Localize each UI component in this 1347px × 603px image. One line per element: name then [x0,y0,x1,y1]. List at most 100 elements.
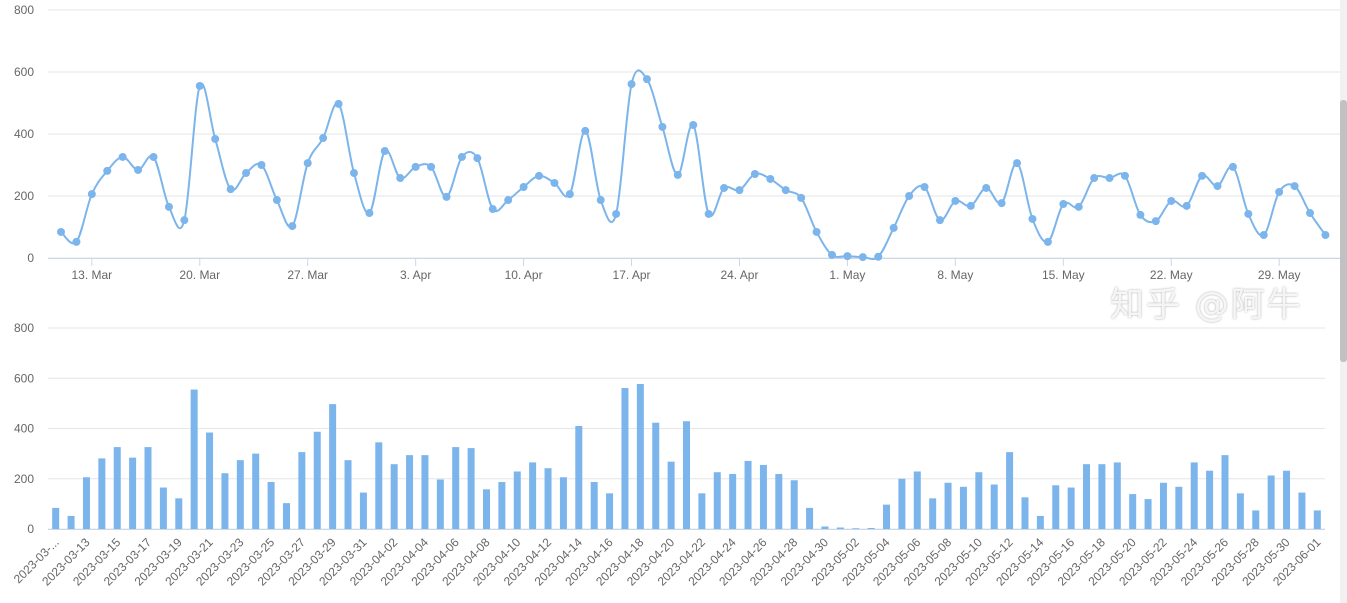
data-point [195,81,204,90]
bar [759,464,767,529]
bar [406,455,414,529]
bar [652,422,660,529]
data-point [673,170,682,179]
data-point [1290,182,1299,191]
data-point [889,223,898,232]
data-point [951,196,960,205]
data-point [303,159,312,168]
bar [221,473,229,529]
bar [883,504,891,529]
bar [1006,452,1014,529]
x-tick-label: 29. May [1258,268,1301,282]
data-point [781,186,790,195]
bar [544,468,552,529]
bar [944,482,952,529]
bar [1113,462,1121,529]
x-tick-label: 8. May [937,268,973,282]
data-point [473,154,482,163]
data-point [226,185,235,194]
data-point [627,80,636,89]
data-point [1120,171,1129,180]
bar [606,493,614,529]
data-point [812,227,821,236]
bar [775,473,783,529]
data-point [750,169,759,178]
bar [959,486,967,529]
bar [990,484,998,529]
bar [1052,485,1060,529]
data-point [72,237,81,246]
bar [390,464,398,529]
data-point [242,169,251,178]
bar [175,498,183,529]
data-point [642,75,651,84]
bar [267,482,275,529]
bar [852,528,860,529]
bar [129,457,137,529]
data-point [535,171,544,180]
y-tick-label: 800 [14,3,34,17]
data-point [550,178,559,187]
x-tick-label: 27. Mar [287,268,328,282]
bar [1221,455,1229,529]
y-tick-label: 800 [14,321,34,335]
bar [513,471,521,529]
data-point [766,174,775,183]
x-tick-label: 15. May [1042,268,1085,282]
data-point [87,190,96,199]
bar [159,487,167,529]
watermark: 知乎 @阿牛 [1110,285,1303,325]
bar [421,455,429,529]
bar [1159,482,1167,529]
x-tick-label: 3. Apr [400,268,431,282]
bar [698,493,706,529]
data-point [365,209,374,218]
bar [806,507,814,529]
data-point [1013,159,1022,168]
data-point [612,209,621,218]
bar [359,492,367,529]
scrollbar-thumb[interactable] [1340,100,1347,362]
bar [252,453,260,529]
data-point [442,192,451,201]
data-point [905,192,914,200]
x-tick-label: 1. May [829,268,865,282]
bar [529,462,537,529]
bar [82,477,90,529]
data-point [118,152,127,161]
data-point [411,162,420,171]
data-point [843,252,852,261]
bar [1267,475,1275,529]
bar [467,448,475,529]
bar [113,447,121,529]
bar [744,460,752,529]
data-point [596,196,605,205]
bar [559,477,567,529]
y-tick-label: 0 [27,522,34,536]
data-point [380,147,389,156]
x-tick-label: 13. Mar [71,268,112,282]
data-point [658,122,667,131]
data-point [1028,214,1037,223]
scrollbar[interactable] [1340,0,1347,603]
data-point [134,165,143,174]
bar [621,388,629,529]
data-point [519,183,528,192]
bar [683,421,690,529]
bar [590,482,598,529]
bar [313,431,321,529]
bar [1144,499,1152,529]
data-point [982,183,991,192]
data-point [920,183,929,192]
bar [67,515,75,529]
y-tick-label: 0 [27,251,34,265]
bar [1283,470,1291,529]
data-point [581,126,590,135]
x-tick-label: 24. Apr [720,268,758,282]
data-point [1198,171,1207,180]
bar [713,472,721,529]
bar [898,478,906,529]
data-point [349,169,358,178]
data-point [103,166,112,175]
